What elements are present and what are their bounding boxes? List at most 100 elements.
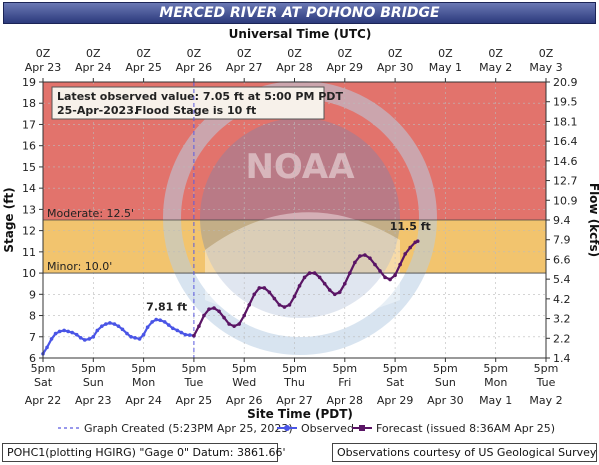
flow-tick-label-3: 4.2 [553,293,571,306]
flood-stage-text: Flood Stage is 10 ft [135,104,256,117]
bottom-tick-date-1: Apr 23 [75,394,112,407]
bottom-tick-weekday-6: Fri [338,376,351,389]
bottom-tick-weekday-8: Sun [435,376,456,389]
bottom-tick-time-6: 5pm [332,362,357,375]
observed-point-35 [188,333,192,337]
bottom-tick-time-10: 5pm [534,362,559,375]
moderate-stage-label: Moderate: 12.5' [47,207,134,220]
forecast-point-24 [312,271,317,275]
observed-point-33 [179,330,184,335]
top-axis-title: Universal Time (UTC) [229,27,372,41]
flow-tick-label-7: 9.4 [553,214,571,227]
top-tick-time-1: 0Z [86,47,101,60]
forecast-point-29 [337,290,342,294]
top-tick-time-6: 0Z [338,47,353,60]
forecast-point-14 [262,286,267,290]
observed-point-6 [66,329,70,334]
observed-point-18 [116,324,121,328]
right-axis-title: Flow (kcfs) [587,183,599,257]
observed-point-11 [87,337,92,341]
observed-point-16 [108,321,112,325]
top-tick-time-2: 0Z [136,47,151,60]
forecast-point-4 [212,306,216,310]
flow-tick-label-14: 20.9 [553,76,578,89]
bottom-tick-weekday-2: Mon [132,376,155,389]
flow-tick-label-12: 18.1 [553,115,578,128]
chart-title: MERCED RIVER AT POHONO BRIDGE [3,2,596,24]
bottom-tick-date-7: Apr 29 [377,394,414,407]
top-tick-date-7: Apr 30 [377,61,414,74]
bottom-tick-time-8: 5pm [433,362,458,375]
y-tick-label-10: 16 [22,140,36,153]
forecast-point-7 [227,322,231,326]
observed-point-17 [112,322,117,326]
bottom-tick-date-5: Apr 27 [276,394,313,407]
y-tick-label-1: 7 [29,331,36,344]
observed-point-7 [70,330,74,335]
bottom-tick-weekday-5: Thu [283,376,305,389]
bottom-axis-title: Site Time (PDT) [247,407,353,421]
forecast-point-22 [302,275,307,280]
top-tick-date-9: May 2 [479,61,512,74]
forecast-point-26 [322,281,327,286]
observed-point-34 [183,332,188,337]
bottom-tick-time-9: 5pm [483,362,508,375]
forecast-point-23 [307,271,312,275]
observed-point-20 [125,331,129,336]
observed-point-10 [82,338,87,342]
forecast-point-9 [237,322,241,326]
top-tick-time-7: 0Z [388,47,403,60]
forecast-point-12 [252,292,257,297]
bottom-tick-time-3: 5pm [182,362,207,375]
observed-point-5 [62,328,66,333]
bottom-tick-date-4: Apr 26 [226,394,263,407]
bottom-tick-date-9: May 1 [479,394,512,407]
minor-stage-label: Minor: 10.0' [47,260,112,273]
observed-point-15 [104,322,108,326]
top-tick-time-8: 0Z [438,47,453,60]
forecast-point-8 [232,324,236,328]
flow-tick-label-0: 1.4 [553,352,571,365]
observed-point-25 [145,325,150,330]
forecast-point-40 [393,273,397,278]
forecast-point-3 [207,307,211,311]
left-axis-title: Stage (ft) [2,187,16,252]
forecast-point-10 [242,313,246,318]
forecast-point-36 [373,262,377,267]
forecast-peak-label: 11.5 ft [390,220,431,233]
y-tick-label-13: 19 [22,76,36,89]
observed-point-13 [95,328,100,333]
observed-point-8 [74,332,79,337]
observed-point-19 [120,327,125,332]
forecast-point-42 [403,252,407,256]
legend-forecast-label: Forecast (issued 8:36AM Apr 25) [376,422,555,435]
y-tick-label-11: 17 [22,118,36,131]
legend-created-label: Graph Created (5:23PM Apr 25, 2023) [84,422,293,435]
forecast-point-17 [277,303,282,307]
top-tick-date-6: Apr 29 [327,61,364,74]
bottom-tick-weekday-4: Wed [232,376,256,389]
forecast-point-35 [368,256,372,261]
bottom-tick-date-3: Apr 25 [176,394,213,407]
forecast-point-6 [222,315,226,320]
observed-point-14 [100,324,104,328]
top-tick-date-5: Apr 28 [276,61,313,74]
observed-point-2 [49,337,54,341]
bottom-tick-weekday-9: Mon [484,376,507,389]
forecast-point-28 [332,292,337,297]
observed-peak-label: 7.81 ft [146,301,187,314]
datum-footer: POHC1(plotting HGIRG) "Gage 0" Datum: 38… [2,443,285,462]
flow-tick-label-2: 3.2 [553,313,571,326]
top-tick-date-8: May 1 [429,61,462,74]
bottom-tick-date-0: Apr 22 [25,394,62,407]
top-tick-date-0: Apr 23 [25,61,62,74]
y-tick-label-6: 12 [22,225,36,238]
forecast-point-11 [247,303,252,307]
bottom-tick-date-2: Apr 24 [125,394,162,407]
observed-point-27 [154,317,158,322]
flow-tick-label-13: 19.5 [553,96,578,109]
forecast-point-20 [292,294,297,299]
flow-tick-label-9: 12.7 [553,175,578,188]
noaa-seal-disc [200,118,400,318]
